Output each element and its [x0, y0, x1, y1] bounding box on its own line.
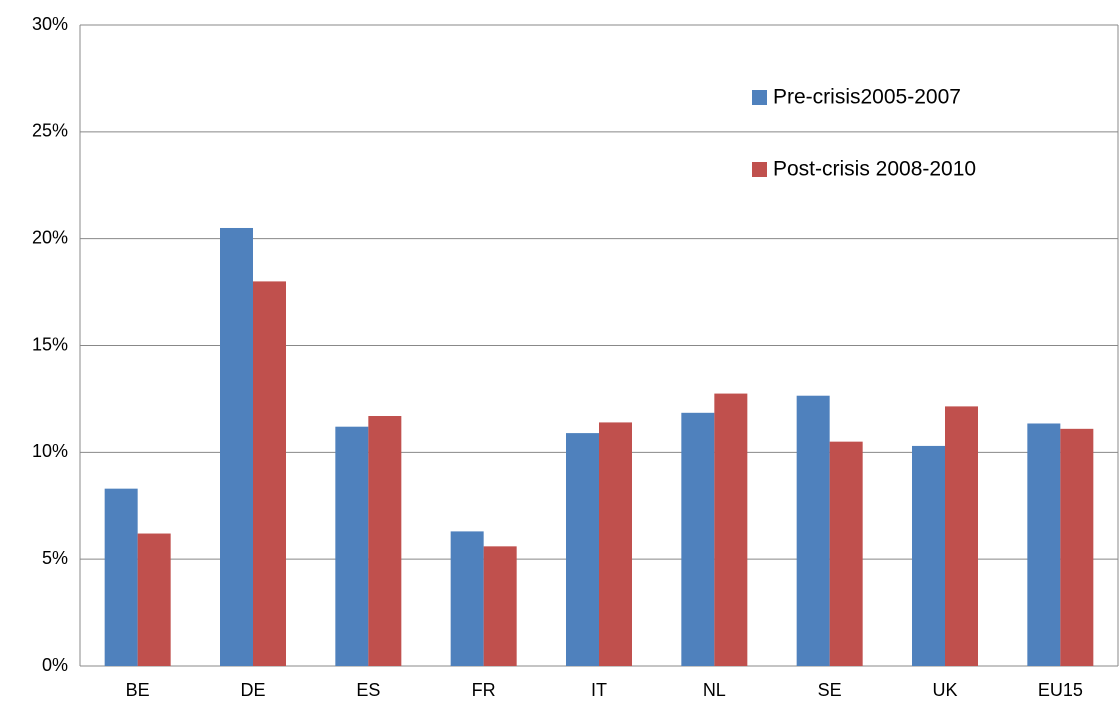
x-tick-label: UK [932, 680, 957, 700]
legend-label: Post-crisis 2008-2010 [773, 158, 976, 181]
bar [796, 395, 830, 666]
bar [220, 227, 253, 666]
bar [104, 488, 138, 666]
y-tick-label: 15% [32, 334, 68, 354]
x-tick-label: FR [472, 680, 496, 700]
x-tick-label: NL [703, 680, 726, 700]
bar [1060, 428, 1094, 666]
bar [681, 412, 715, 666]
bar [1027, 423, 1061, 666]
bar [368, 416, 402, 666]
bar [714, 393, 748, 666]
legend-label: Pre-crisis2005-2007 [773, 86, 961, 109]
x-tick-label: SE [818, 680, 842, 700]
bar [912, 445, 945, 666]
bar [450, 531, 484, 666]
bar [253, 281, 286, 666]
legend-swatch [752, 162, 767, 177]
y-tick-label: 25% [32, 121, 68, 141]
y-tick-label: 10% [32, 441, 68, 461]
bar [945, 406, 978, 666]
bar [137, 533, 171, 666]
x-tick-label: IT [591, 680, 607, 700]
x-tick-label: EU15 [1038, 680, 1083, 700]
x-tick-label: BE [126, 680, 150, 700]
y-tick-label: 20% [32, 227, 68, 247]
y-tick-label: 5% [42, 548, 68, 568]
x-tick-label: DE [240, 680, 265, 700]
bar [829, 441, 863, 666]
y-tick-label: 30% [32, 14, 68, 34]
bar [483, 546, 517, 666]
bar [335, 426, 369, 666]
bar [566, 433, 599, 666]
y-tick-label: 0% [42, 655, 68, 675]
legend-swatch [752, 90, 767, 105]
x-tick-label: ES [356, 680, 380, 700]
bar [599, 422, 632, 666]
